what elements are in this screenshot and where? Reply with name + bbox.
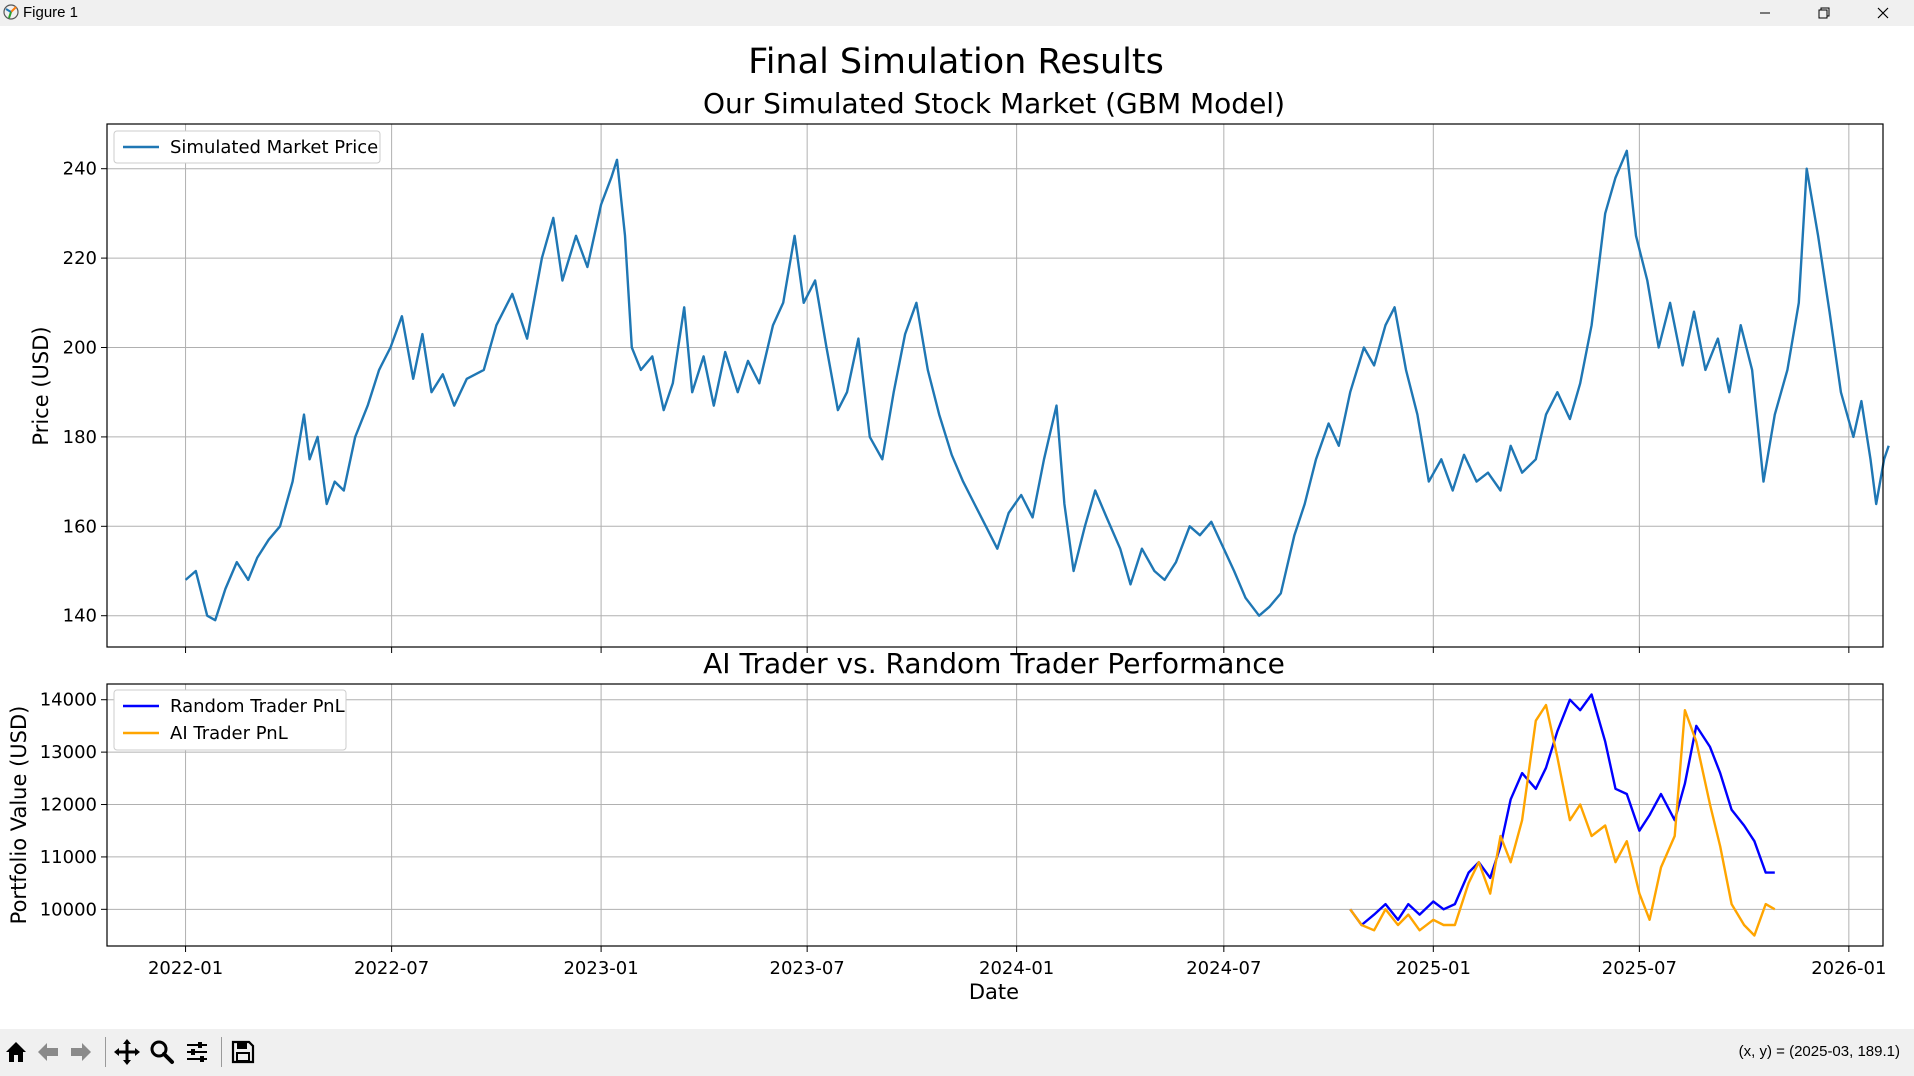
pnl-chart-series	[1349, 693, 1776, 937]
home-icon	[6, 1042, 26, 1062]
pnl-x-tick-label: 2022-07	[354, 958, 429, 979]
cursor-coordinates: (x, y) = (2025-03, 189.1)	[1738, 1043, 1900, 1060]
pnl-x-tick-label: 2022-01	[148, 958, 223, 979]
back-icon	[38, 1043, 58, 1061]
price-chart-title: Our Simulated Stock Market (GBM Model)	[703, 87, 1285, 120]
toolbar-separator	[105, 1037, 106, 1067]
minimize-icon	[1760, 12, 1770, 14]
legend-label-ai-trader: AI Trader PnL	[170, 723, 288, 744]
save-icon	[231, 1040, 255, 1064]
pnl-y-tick-label: 12000	[40, 795, 97, 816]
pnl-y-tick-label: 13000	[40, 742, 97, 763]
pnl-chart-ylabel: Portfolio Value (USD)	[7, 706, 31, 925]
legend-label-simulated-price: Simulated Market Price	[170, 137, 378, 158]
price-y-tick-label: 220	[63, 248, 97, 269]
restore-button[interactable]	[1795, 0, 1853, 26]
pnl-y-tick-label: 14000	[40, 690, 97, 711]
price-chart-yticks: 140 160 180 200 220 240	[63, 159, 107, 627]
pnl-chart-frame	[106, 683, 1884, 947]
price-y-tick-label: 200	[63, 338, 97, 359]
configure-subplots-icon	[187, 1042, 207, 1062]
home-button[interactable]	[0, 1036, 32, 1068]
forward-icon	[71, 1043, 91, 1061]
pnl-x-tick-label: 2024-01	[979, 958, 1054, 979]
price-chart[interactable]: Our Simulated Stock Market (GBM Model) 1…	[29, 87, 1890, 653]
pan-button[interactable]	[111, 1036, 143, 1068]
forward-button[interactable]	[65, 1036, 97, 1068]
configure-subplots-button[interactable]	[181, 1036, 213, 1068]
close-icon	[1877, 7, 1889, 19]
close-button[interactable]	[1854, 0, 1912, 26]
pnl-x-tick-label: 2025-07	[1602, 958, 1677, 979]
minimize-button[interactable]	[1736, 0, 1794, 26]
pnl-chart-grid	[107, 684, 1883, 946]
price-chart-xticks	[185, 647, 1850, 653]
zoom-icon	[150, 1040, 174, 1064]
matplotlib-logo-icon	[3, 4, 19, 20]
pnl-x-tick-label: 2024-07	[1186, 958, 1261, 979]
zoom-button[interactable]	[146, 1036, 178, 1068]
pnl-y-tick-label: 11000	[40, 847, 97, 868]
price-chart-legend: Simulated Market Price	[113, 130, 381, 164]
pnl-chart-yticks: 10000 11000 12000 13000 14000	[40, 690, 107, 920]
save-button[interactable]	[227, 1036, 259, 1068]
pnl-chart-legend: Random Trader PnL AI Trader PnL	[113, 689, 347, 751]
pnl-x-tick-label: 2026-01	[1811, 958, 1886, 979]
legend-label-random-trader: Random Trader PnL	[170, 696, 345, 717]
series-line-random-trader-pnl	[1349, 693, 1775, 927]
pan-icon	[114, 1039, 140, 1065]
price-y-tick-label: 140	[63, 606, 97, 627]
toolbar-separator	[221, 1037, 222, 1067]
restore-icon	[1818, 7, 1830, 19]
price-chart-grid	[107, 124, 1883, 647]
series-line-ai-trader-pnl	[1349, 703, 1776, 937]
window-title: Figure 1	[23, 4, 79, 21]
price-chart-ylabel: Price (USD)	[29, 326, 53, 445]
price-y-tick-label: 160	[63, 516, 97, 537]
pnl-chart-xlabel: Date	[969, 980, 1019, 1004]
pnl-chart[interactable]: AI Trader vs. Random Trader Performance …	[7, 647, 1886, 1004]
price-chart-frame	[106, 123, 1884, 648]
price-y-tick-label: 240	[63, 159, 97, 180]
window-titlebar: Figure 1	[0, 0, 1914, 26]
series-line-simulated-market-price	[184, 149, 1890, 622]
pnl-x-tick-label: 2023-01	[563, 958, 638, 979]
pnl-x-tick-label: 2025-01	[1396, 958, 1471, 979]
price-chart-series	[184, 149, 1890, 622]
figure-canvas[interactable]: Final Simulation Results Our Simulated S…	[0, 26, 1914, 1029]
pnl-chart-xticks: 2022-01 2022-07 2023-01 2023-07 2024-01 2024-…	[148, 946, 1886, 979]
back-button[interactable]	[32, 1036, 64, 1068]
figure-suptitle: Final Simulation Results	[748, 42, 1164, 82]
pnl-x-tick-label: 2023-07	[770, 958, 845, 979]
price-y-tick-label: 180	[63, 427, 97, 448]
pnl-chart-title: AI Trader vs. Random Trader Performance	[703, 647, 1285, 680]
pnl-y-tick-label: 10000	[40, 899, 97, 920]
navigation-toolbar: (x, y) = (2025-03, 189.1)	[0, 1029, 1914, 1076]
